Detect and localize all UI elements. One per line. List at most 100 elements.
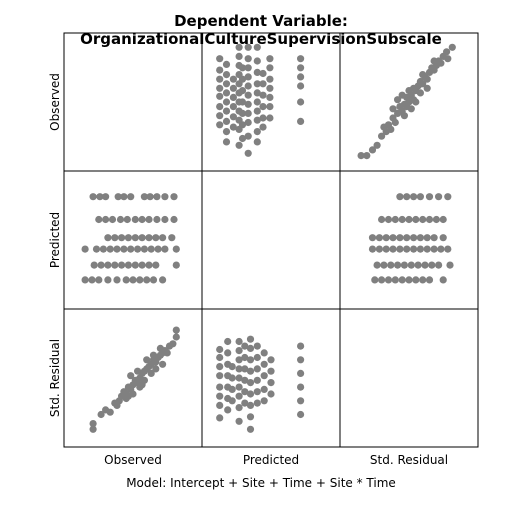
data-point	[419, 215, 427, 224]
data-point	[111, 261, 119, 269]
data-point	[222, 80, 231, 88]
data-point	[140, 193, 148, 201]
data-point	[120, 245, 128, 253]
data-point	[146, 193, 154, 201]
data-point	[398, 91, 406, 99]
data-point	[152, 261, 160, 269]
data-point	[131, 261, 139, 269]
data-point	[253, 388, 261, 396]
data-point	[253, 68, 261, 76]
data-point	[152, 365, 160, 373]
data-point	[448, 43, 456, 51]
data-point	[216, 363, 224, 371]
data-point	[446, 261, 454, 269]
data-point	[229, 93, 237, 101]
data-point	[423, 84, 431, 92]
data-point	[149, 276, 158, 284]
data-point	[246, 413, 255, 421]
data-point	[222, 71, 231, 79]
data-point	[172, 245, 180, 253]
data-point	[375, 234, 383, 242]
data-point	[131, 234, 139, 242]
data-point	[89, 420, 97, 428]
data-point	[267, 356, 275, 364]
data-point	[244, 73, 252, 81]
data-point	[154, 245, 162, 253]
data-point	[267, 390, 275, 398]
data-point	[387, 261, 395, 269]
data-point	[238, 134, 247, 143]
data-point	[106, 245, 114, 253]
data-point	[147, 369, 155, 377]
data-point	[161, 245, 169, 253]
row-label-predicted: Predicted	[48, 212, 62, 268]
data-point	[253, 57, 261, 65]
data-point	[235, 43, 243, 51]
data-point	[259, 123, 267, 131]
data-point	[97, 261, 105, 269]
data-point	[235, 337, 243, 346]
data-point	[378, 132, 386, 140]
data-point	[222, 128, 231, 136]
data-point	[120, 193, 128, 201]
row-label-observed: Observed	[48, 73, 62, 131]
data-point	[259, 103, 267, 111]
data-point	[297, 369, 305, 377]
data-point	[253, 80, 261, 88]
data-point	[435, 261, 443, 269]
data-point	[161, 193, 169, 201]
data-point	[114, 193, 122, 201]
data-point	[224, 406, 232, 414]
data-point	[244, 55, 252, 63]
data-point	[259, 80, 267, 88]
data-point	[138, 215, 146, 224]
data-point	[428, 261, 436, 269]
data-point	[244, 82, 252, 90]
data-point	[235, 141, 243, 149]
data-point	[297, 73, 305, 81]
data-point	[127, 193, 135, 201]
data-point	[228, 385, 236, 393]
data-point	[216, 392, 224, 400]
data-point	[229, 123, 237, 131]
data-point	[131, 215, 139, 224]
data-point	[444, 193, 452, 201]
data-point	[410, 234, 418, 242]
data-point	[143, 276, 151, 284]
data-point	[216, 353, 224, 362]
data-point	[425, 193, 434, 201]
data-point	[439, 276, 447, 284]
data-point	[405, 276, 413, 284]
data-point	[216, 112, 224, 120]
data-point	[260, 385, 268, 393]
data-point	[129, 276, 137, 284]
data-point	[104, 261, 112, 269]
data-point	[425, 215, 434, 224]
data-point	[222, 60, 231, 68]
data-point	[235, 404, 243, 412]
data-point	[153, 193, 161, 201]
data-point	[159, 360, 167, 368]
data-point	[444, 55, 452, 63]
data-point	[104, 234, 112, 242]
data-point	[297, 117, 305, 125]
data-point	[396, 193, 404, 201]
data-point	[222, 107, 231, 115]
data-point	[216, 401, 224, 409]
data-point	[407, 105, 415, 113]
data-point	[444, 245, 452, 253]
data-point	[266, 75, 274, 83]
data-point	[172, 333, 180, 341]
data-point	[244, 43, 252, 51]
data-point	[437, 59, 445, 67]
data-point	[373, 141, 381, 149]
data-point	[389, 105, 397, 113]
data-point	[403, 245, 411, 253]
data-point	[113, 245, 121, 253]
data-point	[416, 77, 424, 86]
data-point	[235, 417, 243, 425]
data-point	[430, 245, 438, 253]
chart-title: Dependent Variable: OrganizationalCultur…	[80, 12, 442, 48]
data-point	[134, 367, 142, 375]
data-point	[297, 82, 305, 90]
